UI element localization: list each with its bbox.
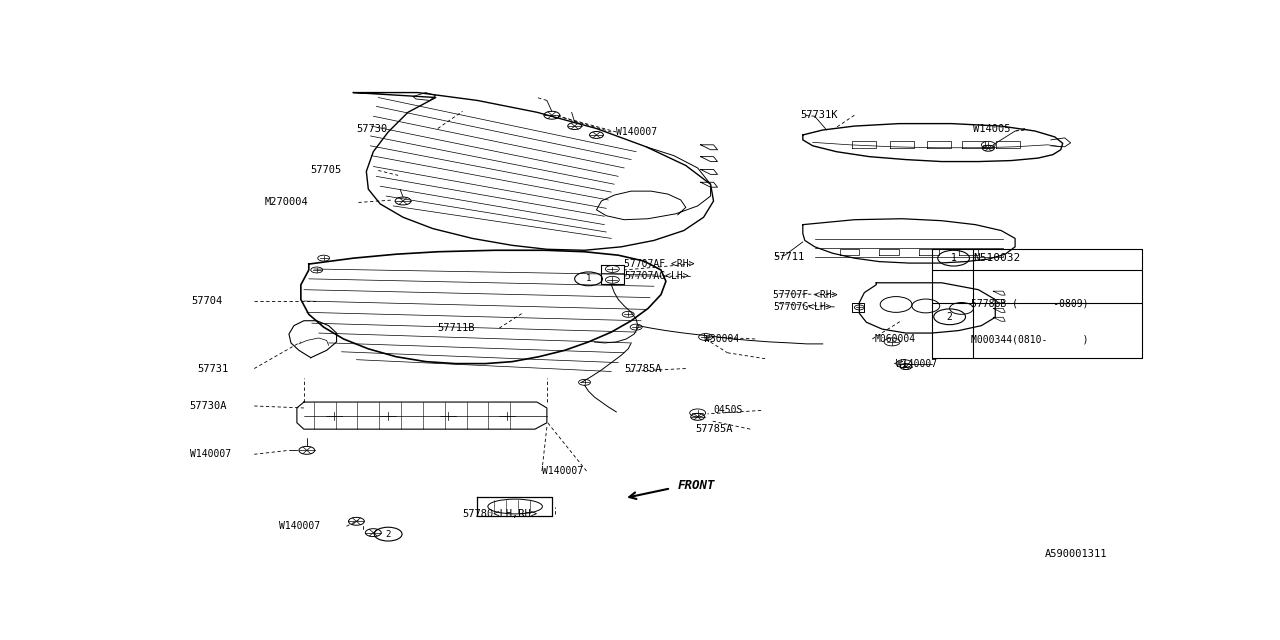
Text: 0450S: 0450S [713,405,742,415]
Text: 57730A: 57730A [189,401,228,411]
Text: W14005: W14005 [973,124,1011,134]
Text: 57705: 57705 [311,165,342,175]
Text: 57731K: 57731K [800,110,837,120]
Text: 57730: 57730 [356,124,388,134]
Text: A590001311: A590001311 [1044,549,1107,559]
Text: M270004: M270004 [264,198,308,207]
Text: FRONT: FRONT [678,479,716,492]
Text: W140007: W140007 [279,521,320,531]
Text: 57707F <RH>: 57707F <RH> [773,290,837,300]
Text: 57731: 57731 [197,364,229,374]
Text: W30004: W30004 [704,334,739,344]
Text: 57711B: 57711B [438,323,475,333]
Text: 57707AF <RH>: 57707AF <RH> [625,259,695,269]
Text: 57707G<LH>: 57707G<LH> [773,302,832,312]
Text: 57786B (      -0809): 57786B ( -0809) [972,298,1089,308]
Text: 2: 2 [947,312,952,322]
Text: N510032: N510032 [973,253,1020,263]
Text: 57785A: 57785A [625,364,662,374]
Text: W140007: W140007 [541,466,584,476]
Text: W140007: W140007 [896,358,937,369]
Text: 1: 1 [586,275,591,284]
Text: M060004: M060004 [874,334,915,344]
Text: 57704: 57704 [192,296,223,306]
Text: M000344(0810-      ): M000344(0810- ) [972,335,1089,345]
Text: 2: 2 [385,530,390,539]
Text: 57785A: 57785A [696,424,733,434]
Text: 57707AG<LH>: 57707AG<LH> [625,271,689,282]
Text: 57711: 57711 [773,252,804,262]
Text: 57780<LH,RH>: 57780<LH,RH> [462,509,538,520]
Text: W140007: W140007 [189,449,230,460]
Text: W140007: W140007 [617,127,658,137]
Text: 1: 1 [951,253,956,263]
